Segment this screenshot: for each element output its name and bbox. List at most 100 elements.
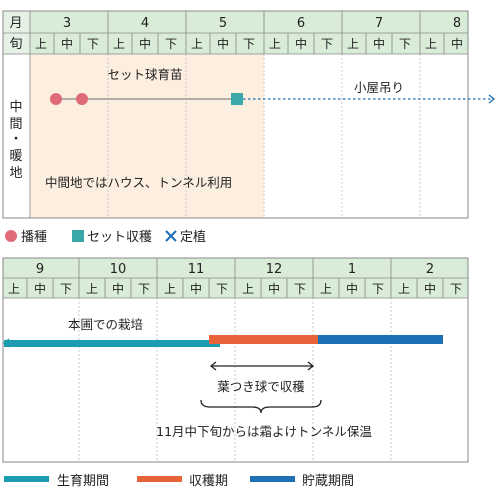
sowing-mark (76, 93, 88, 105)
top-period-label: 上 (425, 37, 437, 51)
top-month-label: 5 (219, 16, 227, 31)
top-period-label: 中 (61, 36, 73, 51)
label-intermediate-note: 中間地ではハウス、トンネル利用 (45, 175, 232, 190)
legend-sowing-icon (5, 230, 17, 242)
bottom-period-label: 上 (164, 282, 176, 296)
bottom-months: 9 10 11 12 1 2 (36, 262, 434, 277)
bottom-period-label: 下 (450, 282, 462, 296)
legend-storage-label: 貯蔵期間 (302, 474, 354, 489)
top-period-label: 下 (87, 37, 99, 51)
bottom-month-label: 11 (188, 262, 205, 277)
bottom-calendar: 9 10 11 12 1 2 上 中 下 上 中 下 上 中 下 上 中 下 上… (2, 257, 469, 463)
top-period-label: 下 (321, 37, 333, 51)
bottom-periods: 上 中 下 上 中 下 上 中 下 上 中 下 上 中 下 上 中 下 (8, 281, 462, 296)
top-period-label: 中 (373, 36, 385, 51)
svg-text:中: 中 (9, 100, 22, 115)
legend-growth-icon (4, 476, 49, 482)
top-month-header-bg (3, 11, 468, 33)
legend-storage-icon (250, 476, 295, 482)
bottom-period-label: 下 (294, 282, 306, 296)
bottom-period-label: 中 (112, 281, 124, 296)
sowing-mark (50, 93, 62, 105)
top-period-label: 中 (139, 36, 151, 51)
top-period-label: 上 (35, 37, 47, 51)
growth-period-bar (4, 340, 220, 347)
top-calendar: 月 旬 3 4 5 6 7 8 上 中 下 上 中 下 上 中 下 上 中 下 … (2, 10, 496, 219)
top-month-label: 8 (453, 16, 461, 31)
legend-planting-label: 定植 (180, 230, 206, 245)
bottom-period-label: 中 (346, 281, 358, 296)
label-set-seedling: セット球育苗 (107, 67, 182, 82)
bottom-month-label: 10 (110, 262, 127, 277)
bottom-period-label: 上 (86, 282, 98, 296)
top-period-label: 中 (295, 36, 307, 51)
bottom-period-label: 下 (216, 282, 228, 296)
bottom-period-label: 上 (242, 282, 254, 296)
top-period-label: 上 (191, 37, 203, 51)
svg-text:暖: 暖 (9, 149, 22, 164)
top-periods: 上 中 下 上 中 下 上 中 下 上 中 下 上 中 下 上 中 (35, 36, 463, 51)
harvest-period-bar (209, 335, 318, 344)
bottom-month-header-bg (3, 258, 468, 278)
top-month-label: 4 (141, 16, 149, 31)
legend-harvest-icon (137, 476, 182, 482)
bottom-body-month-lines (78, 298, 392, 462)
top-month-label: 7 (375, 16, 383, 31)
storage-period-bar (318, 335, 443, 344)
bottom-month-label: 9 (36, 262, 44, 277)
top-body-month-lines (107, 54, 421, 218)
bottom-period-label: 中 (424, 281, 436, 296)
top-month-label: 3 (63, 16, 71, 31)
bottom-month-label: 12 (266, 262, 283, 277)
legend-set-harvest-icon (72, 230, 84, 242)
bottom-period-label: 上 (398, 282, 410, 296)
shed-hanging-arrowhead (488, 94, 496, 104)
leaf-harvest-range-arrow (209, 361, 315, 371)
top-period-label: 下 (399, 37, 411, 51)
top-month-label: 6 (297, 16, 305, 31)
bottom-period-label: 下 (372, 282, 384, 296)
legend-set-harvest-label: セット収穫 (87, 230, 152, 245)
bottom-period-label: 中 (190, 281, 202, 296)
top-calendar-border (2, 10, 469, 219)
bottom-month-label: 2 (426, 262, 434, 277)
top-period-label: 下 (165, 37, 177, 51)
top-period-label: 下 (243, 37, 255, 51)
top-months: 3 4 5 6 7 8 (63, 16, 461, 31)
top-period-label: 中 (217, 36, 229, 51)
tunnel-brace (200, 399, 322, 414)
bottom-period-label: 中 (34, 281, 46, 296)
bottom-period-label: 中 (268, 281, 280, 296)
top-period-label: 上 (113, 37, 125, 51)
legend-planting-icon (165, 230, 177, 242)
legend-harvest-label: 収穫期 (189, 474, 228, 489)
top-grid (3, 11, 468, 218)
svg-text:間: 間 (9, 117, 22, 132)
bottom-grid (3, 258, 468, 299)
set-harvest-mark (231, 93, 243, 105)
top-shaded-period (30, 54, 264, 218)
label-leaf-harvest: 葉つき球で収穫 (217, 379, 305, 394)
top-legend: 播種 セット収穫 定植 (5, 229, 206, 245)
bottom-month-label: 1 (348, 262, 356, 277)
top-period-label: 上 (269, 37, 281, 51)
bottom-period-label: 上 (8, 282, 20, 296)
bottom-period-label: 下 (138, 282, 150, 296)
svg-text:地: 地 (9, 166, 22, 181)
bottom-period-label: 下 (60, 282, 72, 296)
label-main-field: 本圃での栽培 (68, 317, 143, 332)
bottom-period-header-bg (3, 278, 468, 298)
bottom-legend: 生育期間 収穫期 貯蔵期間 (4, 473, 354, 489)
legend-growth-label: 生育期間 (57, 473, 109, 489)
top-period-label: 中 (451, 36, 463, 51)
top-row-label: 中 間 ・ 暖 地 (9, 100, 22, 181)
legend-sowing-label: 播種 (21, 229, 47, 245)
top-period-label: 上 (347, 37, 359, 51)
top-header-month-label: 月 (9, 16, 22, 31)
bottom-period-label: 上 (320, 282, 332, 296)
svg-text:・: ・ (9, 132, 22, 147)
label-shed-hanging: 小屋吊り (354, 80, 404, 95)
top-header-period-label: 旬 (9, 37, 22, 52)
bottom-calendar-border (2, 257, 469, 463)
